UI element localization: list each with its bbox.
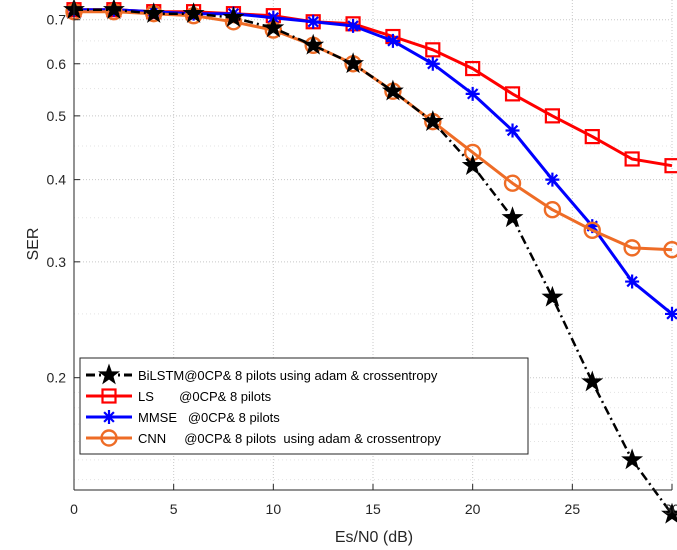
x-axis-label: Es/N0 (dB)	[335, 529, 413, 546]
x-tick-label: 5	[170, 501, 178, 517]
y-axis-label: SER	[25, 228, 42, 261]
data-point	[461, 154, 484, 176]
data-point	[346, 18, 361, 33]
data-point	[425, 56, 440, 71]
x-tick-label: 0	[70, 501, 78, 517]
data-point	[302, 33, 325, 55]
data-point	[621, 448, 644, 470]
data-point	[624, 151, 640, 167]
data-point	[182, 2, 205, 23]
y-tick-label: 0.4	[47, 172, 67, 188]
data-point	[342, 52, 365, 74]
data-point	[222, 6, 245, 28]
data-point	[465, 86, 480, 101]
data-point	[661, 502, 677, 524]
data-point	[504, 86, 521, 102]
legend-marker	[100, 429, 118, 447]
data-point	[102, 0, 125, 20]
data-point	[503, 174, 522, 192]
y-tick-label: 0.2	[47, 370, 67, 386]
data-point	[505, 123, 520, 138]
data-point	[623, 239, 641, 257]
data-point	[544, 108, 561, 124]
data-point	[501, 206, 524, 228]
x-tick-label: 25	[565, 501, 581, 517]
data-point	[665, 306, 677, 321]
x-tick-label: 10	[266, 501, 282, 517]
legend-entry: CNN @0CP& 8 pilots using adam & crossent…	[138, 431, 441, 446]
data-point	[625, 274, 640, 289]
axes	[73, 0, 673, 491]
x-tick-label: 15	[365, 501, 381, 517]
tick-labels: 0.2 0.3 0.4 0.5 0.6 0.7 0 5 10 15 20 25 30	[47, 12, 677, 517]
data-point	[541, 285, 564, 307]
data-point	[262, 16, 285, 38]
series-layer	[63, 0, 677, 524]
data-point	[385, 33, 400, 48]
legend-entry: LS @0CP& 8 pilots	[138, 389, 272, 404]
legend-box	[79, 357, 529, 455]
data-point	[421, 110, 444, 131]
x-tick-label: 30	[664, 501, 677, 517]
data-point	[306, 14, 321, 29]
data-point	[585, 219, 600, 234]
legend-marker	[98, 363, 120, 385]
data-point	[583, 221, 601, 239]
legend-marker	[101, 388, 117, 404]
legend-entry: BiLSTM@0CP& 8 pilots using adam & crosse…	[138, 368, 438, 383]
data-point	[663, 241, 677, 259]
data-point	[581, 370, 604, 392]
legend-marker	[102, 410, 116, 424]
data-point	[381, 79, 404, 101]
data-point	[584, 128, 600, 145]
y-tick-label: 0.6	[47, 56, 67, 72]
data-point	[142, 2, 165, 23]
data-point	[664, 158, 677, 174]
y-tick-label: 0.3	[47, 254, 67, 270]
legend: BiLSTM@0CP& 8 pilots using adam & crosse…	[79, 357, 529, 455]
y-tick-label: 0.7	[47, 12, 67, 28]
series-line	[74, 8, 674, 516]
y-tick-label: 0.5	[47, 108, 67, 124]
data-point	[545, 172, 560, 187]
data-point	[543, 201, 562, 219]
legend-entry: MMSE @0CP& 8 pilots	[138, 410, 280, 425]
data-point	[465, 60, 481, 77]
x-tick-label: 20	[465, 501, 481, 517]
data-point	[425, 42, 441, 58]
